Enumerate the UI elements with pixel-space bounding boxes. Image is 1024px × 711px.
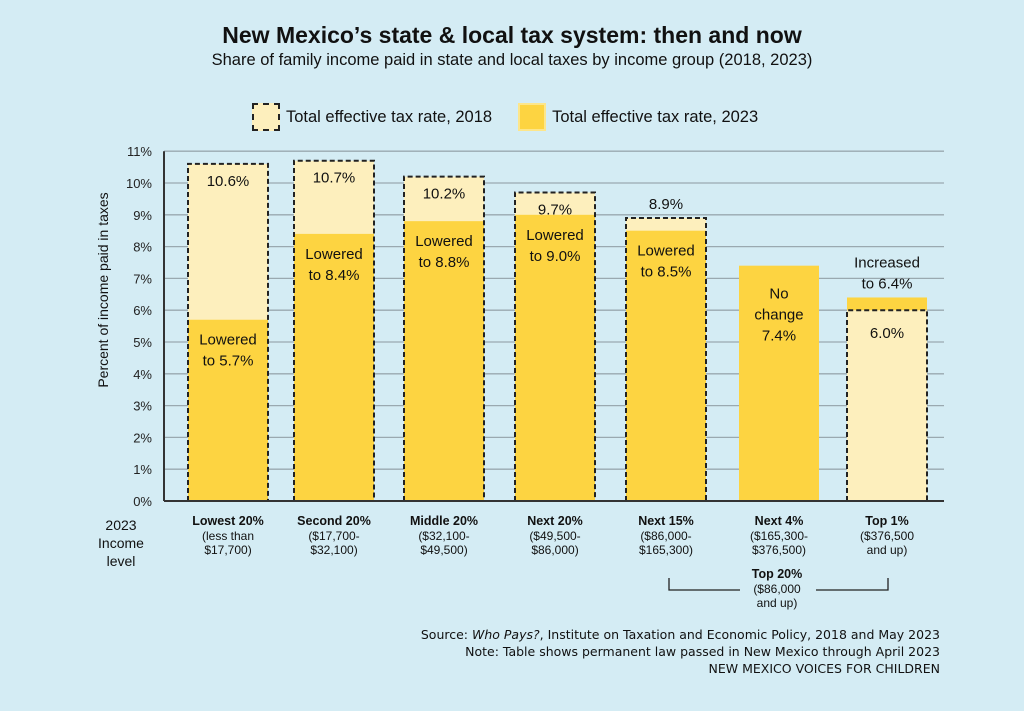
bar-2018-outline xyxy=(403,175,485,501)
y-tick-label: 8% xyxy=(133,240,152,255)
source-prefix: Source: xyxy=(420,627,472,642)
footer: Source: Who Pays?, Institute on Taxation… xyxy=(421,626,940,677)
category-name: Second 20% xyxy=(297,514,371,528)
legend-item-2023: Total effective tax rate, 2023 xyxy=(518,103,758,131)
bracket-left xyxy=(668,578,740,591)
category-name: Next 15% xyxy=(638,514,694,528)
x-axis-label: 2023 Income level xyxy=(88,516,154,570)
data-label-2023: Lowered xyxy=(305,246,363,263)
data-label-2018: 10.7% xyxy=(313,170,356,187)
y-tick-label: 11% xyxy=(127,144,152,159)
group-annotation-name: Top 20% xyxy=(751,567,803,581)
bar-2023 xyxy=(404,221,484,501)
y-tick-label: 4% xyxy=(133,367,152,382)
data-label-2023: Lowered xyxy=(199,332,257,349)
data-label-2023: change xyxy=(754,307,803,324)
category-range: $17,700) xyxy=(204,543,252,557)
category-range: ($376,500 xyxy=(859,528,915,543)
x-tick-label: Lowest 20% (less than $17,700) xyxy=(173,514,283,558)
x-axis-label-line-2: Income level xyxy=(98,535,144,569)
category-range: $376,500) xyxy=(751,543,807,557)
data-label-2018: 10.2% xyxy=(423,186,466,203)
bracket-right xyxy=(816,578,889,591)
category-name: Next 4% xyxy=(754,514,804,528)
source-note: Source: Who Pays?, Institute on Taxation… xyxy=(421,626,940,643)
data-label-2018: 6.0% xyxy=(870,325,904,342)
y-tick-label: 2% xyxy=(133,430,152,445)
bar-2023 xyxy=(626,230,706,501)
source-rest: , Institute on Taxation and Economic Pol… xyxy=(539,627,940,642)
y-tick-label: 3% xyxy=(133,399,152,414)
bar-2018-outline xyxy=(293,159,375,501)
y-tick-label: 5% xyxy=(133,335,152,350)
bar-2018 xyxy=(847,310,927,501)
data-label-2023: to 5.7% xyxy=(203,353,254,370)
bar-2023 xyxy=(294,233,374,501)
x-tick-label: Next 4% ($165,300- $376,500) xyxy=(724,514,834,558)
group-annotation-range-1: ($86,000 xyxy=(753,581,801,596)
bar-2018-outline xyxy=(514,191,596,501)
data-label-2023: Increased xyxy=(854,254,920,271)
data-label-2023: No xyxy=(769,286,788,303)
category-name: Middle 20% xyxy=(409,514,479,528)
category-name: Lowest 20% xyxy=(192,514,264,528)
data-label-2023: to 6.4% xyxy=(862,275,913,292)
chart-title: New Mexico’s state & local tax system: t… xyxy=(222,22,802,48)
x-tick-label: Middle 20% ($32,100- $49,500) xyxy=(389,514,499,558)
group-annotation-range-2: and up) xyxy=(756,596,798,610)
category-range: $32,100) xyxy=(310,543,358,557)
y-tick-label: 7% xyxy=(133,271,152,286)
y-tick-label: 1% xyxy=(133,462,152,477)
legend-label-2018: Total effective tax rate, 2018 xyxy=(286,107,493,126)
data-label-2023: Lowered xyxy=(637,243,695,260)
x-tick-label: Second 20% ($17,700- $32,100) xyxy=(279,514,389,558)
org-name: NEW MEXICO VOICES FOR CHILDREN xyxy=(708,661,940,676)
category-range: ($32,100- xyxy=(418,528,470,543)
legend-swatch-2018 xyxy=(252,103,280,131)
category-range: $49,500) xyxy=(420,543,468,557)
data-label-2018: 10.6% xyxy=(207,173,250,190)
bar-2023 xyxy=(739,265,819,501)
x-tick-label: Next 15% ($86,000- $165,300) xyxy=(611,514,721,558)
category-range: ($86,000- xyxy=(640,528,692,543)
y-tick-label: 0% xyxy=(133,494,152,509)
data-label-2023: to 9.0% xyxy=(530,248,581,265)
data-label-2023: Lowered xyxy=(415,233,473,250)
category-range: $86,000) xyxy=(531,543,579,557)
legend-swatch-2023 xyxy=(518,103,547,131)
y-tick-label: 9% xyxy=(133,208,152,223)
x-tick-label: Top 1% ($376,500 and up) xyxy=(832,514,942,558)
bar-2023 xyxy=(515,214,595,502)
source-title: Who Pays? xyxy=(471,627,540,642)
data-label-2018: 8.9% xyxy=(649,196,683,213)
category-name: Top 1% xyxy=(865,514,909,528)
legend: Total effective tax rate, 2018 Total eff… xyxy=(252,103,772,131)
group-annotation-top-20: Top 20% ($86,000 and up) xyxy=(722,567,832,611)
x-axis-label-line-1: 2023 xyxy=(105,517,137,533)
category-range: ($165,300- xyxy=(749,528,809,543)
category-range: and up) xyxy=(866,543,908,557)
category-range: (less than xyxy=(201,528,255,543)
category-name: Next 20% xyxy=(527,514,583,528)
data-label-2023: to 8.8% xyxy=(419,254,470,271)
data-label-2018: 9.7% xyxy=(538,202,572,219)
law-note: Note: Table shows permanent law passed i… xyxy=(465,644,940,659)
y-tick-label: 6% xyxy=(133,303,152,318)
legend-label-2023: Total effective tax rate, 2023 xyxy=(552,107,759,126)
legend-item-2018: Total effective tax rate, 2018 xyxy=(252,103,492,131)
category-range: $165,300) xyxy=(638,543,694,557)
data-label-2023: to 8.5% xyxy=(641,264,692,281)
bar-2023 xyxy=(188,319,268,501)
x-tick-label: Next 20% ($49,500- $86,000) xyxy=(500,514,610,558)
category-range: ($49,500- xyxy=(529,528,581,543)
bar-2018-outline xyxy=(625,216,707,501)
data-label-2023: 7.4% xyxy=(762,328,796,345)
data-label-2023: to 8.4% xyxy=(309,267,360,284)
chart-subtitle: Share of family income paid in state and… xyxy=(211,51,813,69)
y-tick-label: 10% xyxy=(126,176,152,191)
data-label-2023: Lowered xyxy=(526,227,584,244)
bar-2018-outline xyxy=(187,162,269,501)
category-range: ($17,700- xyxy=(308,528,360,543)
